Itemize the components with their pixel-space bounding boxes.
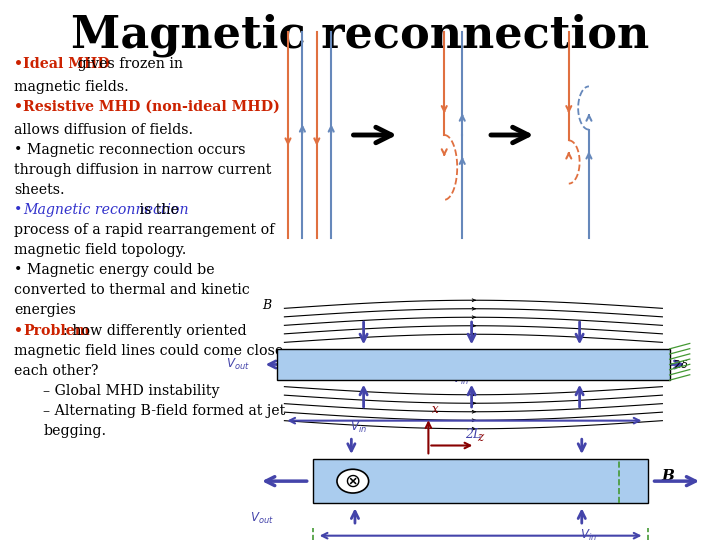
Text: Problem: Problem xyxy=(23,324,90,338)
Text: •: • xyxy=(14,324,28,338)
Text: $V_{in}$: $V_{in}$ xyxy=(350,420,367,435)
Text: converted to thermal and kinetic: converted to thermal and kinetic xyxy=(14,283,250,297)
Text: $V_{in}$: $V_{in}$ xyxy=(580,528,598,540)
Text: z: z xyxy=(477,431,484,444)
Text: •: • xyxy=(14,203,27,217)
Text: magnetic fields.: magnetic fields. xyxy=(14,80,129,94)
Text: •: • xyxy=(14,100,28,114)
Text: B: B xyxy=(661,469,674,483)
Text: Ideal MHD: Ideal MHD xyxy=(23,57,109,71)
Text: gives frozen in: gives frozen in xyxy=(73,57,184,71)
Text: Magnetic reconnection: Magnetic reconnection xyxy=(71,14,649,57)
Text: $2\delta$: $2\delta$ xyxy=(673,359,688,370)
Text: sheets.: sheets. xyxy=(14,183,65,197)
Circle shape xyxy=(337,469,369,493)
Text: through diffusion in narrow current: through diffusion in narrow current xyxy=(14,163,271,177)
Text: Resistive MHD (non-ideal MHD): Resistive MHD (non-ideal MHD) xyxy=(23,100,280,114)
Text: begging.: begging. xyxy=(43,424,107,438)
FancyBboxPatch shape xyxy=(277,349,670,380)
Text: magnetic field topology.: magnetic field topology. xyxy=(14,243,186,257)
FancyBboxPatch shape xyxy=(313,459,648,503)
Text: allows diffusion of fields.: allows diffusion of fields. xyxy=(14,123,194,137)
Text: process of a rapid rearrangement of: process of a rapid rearrangement of xyxy=(14,223,275,237)
Text: – Alternating B-field formed at jet: – Alternating B-field formed at jet xyxy=(43,404,285,418)
Text: • Magnetic energy could be: • Magnetic energy could be xyxy=(14,263,215,277)
Text: heating: heating xyxy=(423,486,463,496)
Text: $V_{in}$: $V_{in}$ xyxy=(452,372,469,387)
Text: $V_{out}$: $V_{out}$ xyxy=(226,357,250,372)
Text: •: • xyxy=(14,57,28,71)
Text: energies: energies xyxy=(14,303,76,317)
Text: Magnetic reconnection: Magnetic reconnection xyxy=(23,203,189,217)
Text: ⊗: ⊗ xyxy=(345,471,361,491)
Text: $V_{out}$: $V_{out}$ xyxy=(250,511,274,526)
Text: J: J xyxy=(328,475,333,488)
Text: magnetic field lines could come close: magnetic field lines could come close xyxy=(14,344,284,358)
Text: each other?: each other? xyxy=(14,364,99,378)
Text: • Magnetic reconnection occurs: • Magnetic reconnection occurs xyxy=(14,143,246,157)
Text: is the: is the xyxy=(135,203,179,217)
Text: B: B xyxy=(262,299,271,312)
Text: – Global MHD instability: – Global MHD instability xyxy=(43,384,220,398)
Text: Ohmic: Ohmic xyxy=(426,470,459,480)
Text: x: x xyxy=(432,403,438,416)
Text: : how differently oriented: : how differently oriented xyxy=(63,324,247,338)
Text: 2L: 2L xyxy=(465,428,482,441)
Text: $2\delta$: $2\delta$ xyxy=(623,475,638,487)
